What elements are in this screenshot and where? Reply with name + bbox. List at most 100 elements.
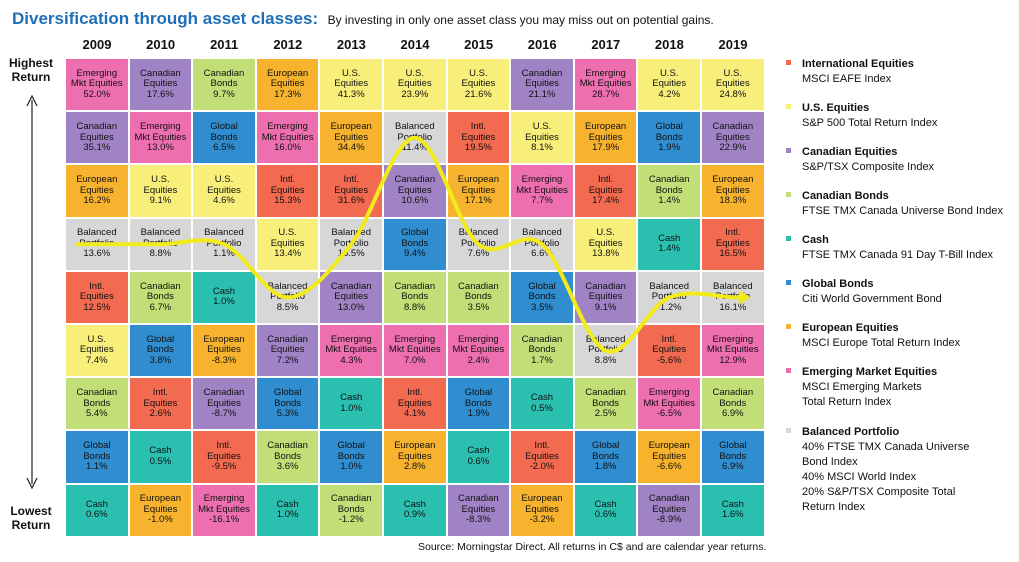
- cell-value: 5.4%: [85, 408, 108, 420]
- cell-value: 21.6%: [464, 88, 492, 100]
- cell-us-2015: U.S. Equities 21.6%: [446, 58, 511, 112]
- cell-value: 1.4%: [658, 243, 681, 255]
- cell-em-2013: Emerging Mkt Equities 4.3%: [319, 324, 383, 378]
- lowest-return-line-1: Lowest: [10, 504, 52, 518]
- cell-value: 17.1%: [464, 195, 492, 207]
- cell-name: Cash: [467, 445, 490, 457]
- cell-name: U.S.: [405, 67, 425, 79]
- cell-name: Canadian: [648, 493, 690, 505]
- cell-cdn_eq-2015: Canadian Equities -8.3%: [446, 483, 511, 537]
- cell-value: 5.3%: [276, 408, 299, 420]
- cell-name: Canadian: [458, 493, 499, 505]
- legend-name: Canadian Equities: [802, 146, 898, 158]
- cell-name: Emerging: [203, 493, 245, 505]
- cell-name: Canadian: [267, 440, 308, 452]
- cell-eur-2014: European Equities 2.8%: [383, 430, 447, 484]
- chart-title: Diversification through asset classes:: [12, 9, 319, 28]
- cell-name: Global: [210, 121, 238, 133]
- cell-name: Bonds: [719, 397, 747, 409]
- year-label: 2018: [654, 37, 684, 52]
- cell-value: 16.5%: [337, 248, 365, 260]
- cell-em-2016: Emerging Mkt Equities 7.7%: [510, 164, 574, 218]
- cell-value: -5.6%: [656, 354, 682, 366]
- cell-value: 6.7%: [149, 301, 172, 313]
- legend-description: 20% S&P/TSX Composite Total: [802, 486, 956, 498]
- cell-global-2014: Global Bonds 9.4%: [383, 217, 447, 271]
- cell-name: U.S.: [532, 121, 552, 133]
- cell-eur-2011: European Equities -8.3%: [192, 324, 256, 378]
- cell-name: Mkt Equities: [643, 397, 696, 409]
- legend-description: MSCI Emerging Markets: [802, 381, 922, 393]
- cell-value: 34.4%: [337, 142, 365, 154]
- cell-name: European: [648, 440, 690, 452]
- cell-name: Global: [273, 387, 302, 399]
- cell-cash-2015: Cash 0.6%: [446, 430, 511, 484]
- legend-description: FTSE TMX Canada 91 Day T-Bill Index: [802, 249, 993, 261]
- cell-em-2012: Emerging Mkt Equities 16.0%: [255, 111, 320, 165]
- cell-name: Canadian: [76, 121, 118, 133]
- cell-value: 24.8%: [719, 88, 747, 100]
- cell-cdn_eq-2019: Canadian Equities 22.9%: [701, 111, 765, 165]
- cell-name: Bonds: [274, 397, 302, 409]
- cell-em-2010: Emerging Mkt Equities 13.0%: [128, 111, 193, 165]
- year-label: 2019: [718, 37, 748, 52]
- cell-value: 15.3%: [274, 195, 302, 207]
- cell-bal-2017: Balanced Portfolio 8.8%: [573, 324, 638, 378]
- cell-cdn_eq-2016: Canadian Equities 21.1%: [510, 58, 574, 112]
- cell-eur-2018: European Equities -6.6%: [637, 430, 701, 484]
- cell-cash-2016: Cash 0.5%: [510, 377, 574, 431]
- cell-name: Cash: [403, 498, 426, 510]
- cell-name: European: [584, 121, 627, 133]
- cell-value: 7.4%: [85, 354, 108, 366]
- cell-value: 7.7%: [531, 195, 553, 207]
- cell-name: Canadian: [585, 387, 626, 399]
- cell-name: Canadian: [140, 67, 181, 79]
- cell-value: 2.4%: [467, 354, 490, 366]
- cell-intl-2016: Intl. Equities -2.0%: [510, 430, 574, 484]
- cell-global-2010: Global Bonds 3.8%: [128, 324, 193, 378]
- cell-value: 13.0%: [146, 142, 174, 154]
- cell-value: 23.9%: [401, 88, 429, 100]
- cell-cdn_bonds-2009: Canadian Bonds 5.4%: [65, 377, 129, 431]
- legend-name: U.S. Equities: [802, 102, 870, 114]
- cell-name: Cash: [276, 498, 299, 510]
- cell-global-2015: Global Bonds 1.9%: [446, 377, 511, 431]
- cell-cdn_bonds-2013: Canadian Bonds -1.2%: [319, 483, 383, 537]
- cell-value: 1.0%: [340, 402, 363, 414]
- cell-value: 1.0%: [340, 461, 363, 473]
- cell-intl-2019: Intl. Equities 16.5%: [701, 217, 765, 271]
- cell-name: European: [394, 440, 436, 452]
- cell-em-2018: Emerging Mkt Equities -6.5%: [637, 377, 701, 431]
- cell-name: Emerging: [140, 121, 181, 133]
- cell-value: 13.8%: [592, 248, 620, 260]
- cell-name: Global: [337, 440, 365, 452]
- cell-value: 11.4%: [401, 142, 428, 154]
- cell-name: Bonds: [719, 450, 747, 462]
- cell-us-2019: U.S. Equities 24.8%: [701, 58, 765, 112]
- cell-value: -16.1%: [208, 514, 240, 526]
- cell-intl-2009: Intl. Equities 12.5%: [65, 270, 129, 324]
- cell-name: Cash: [594, 498, 617, 510]
- cell-cdn_eq-2009: Canadian Equities 35.1%: [65, 111, 129, 165]
- legend-description: FTSE TMX Canada Universe Bond Index: [802, 205, 1003, 217]
- cell-cash-2013: Cash 1.0%: [319, 377, 383, 431]
- cell-value: -3.2%: [529, 514, 555, 526]
- cell-name: Intl.: [470, 121, 487, 133]
- cell-us-2017: U.S. Equities 13.8%: [573, 217, 638, 271]
- legend-description: S&P/TSX Composite Index: [802, 161, 935, 173]
- cell-value: 0.6%: [594, 509, 617, 521]
- cell-intl-2013: Intl. Equities 31.6%: [319, 164, 383, 218]
- legend-swatch: [786, 148, 791, 153]
- cell-intl-2017: Intl. Equities 17.4%: [573, 164, 638, 218]
- legend-name: Emerging Market Equities: [802, 366, 938, 378]
- cell-bal-2013: Balanced Portfolio 16.5%: [319, 217, 383, 271]
- cell-intl-2014: Intl. Equities 4.1%: [383, 377, 447, 431]
- cell-name: U.S.: [659, 67, 679, 79]
- cell-value: 16.0%: [274, 142, 302, 154]
- cell-global-2011: Global Bonds 6.5%: [192, 111, 256, 165]
- cell-eur-2013: European Equities 34.4%: [319, 111, 383, 165]
- cell-name: Global: [655, 121, 683, 133]
- cell-value: 28.7%: [592, 88, 620, 100]
- legend-description: MSCI EAFE Index: [802, 73, 892, 85]
- cell-eur-2010: European Equities -1.0%: [128, 483, 193, 537]
